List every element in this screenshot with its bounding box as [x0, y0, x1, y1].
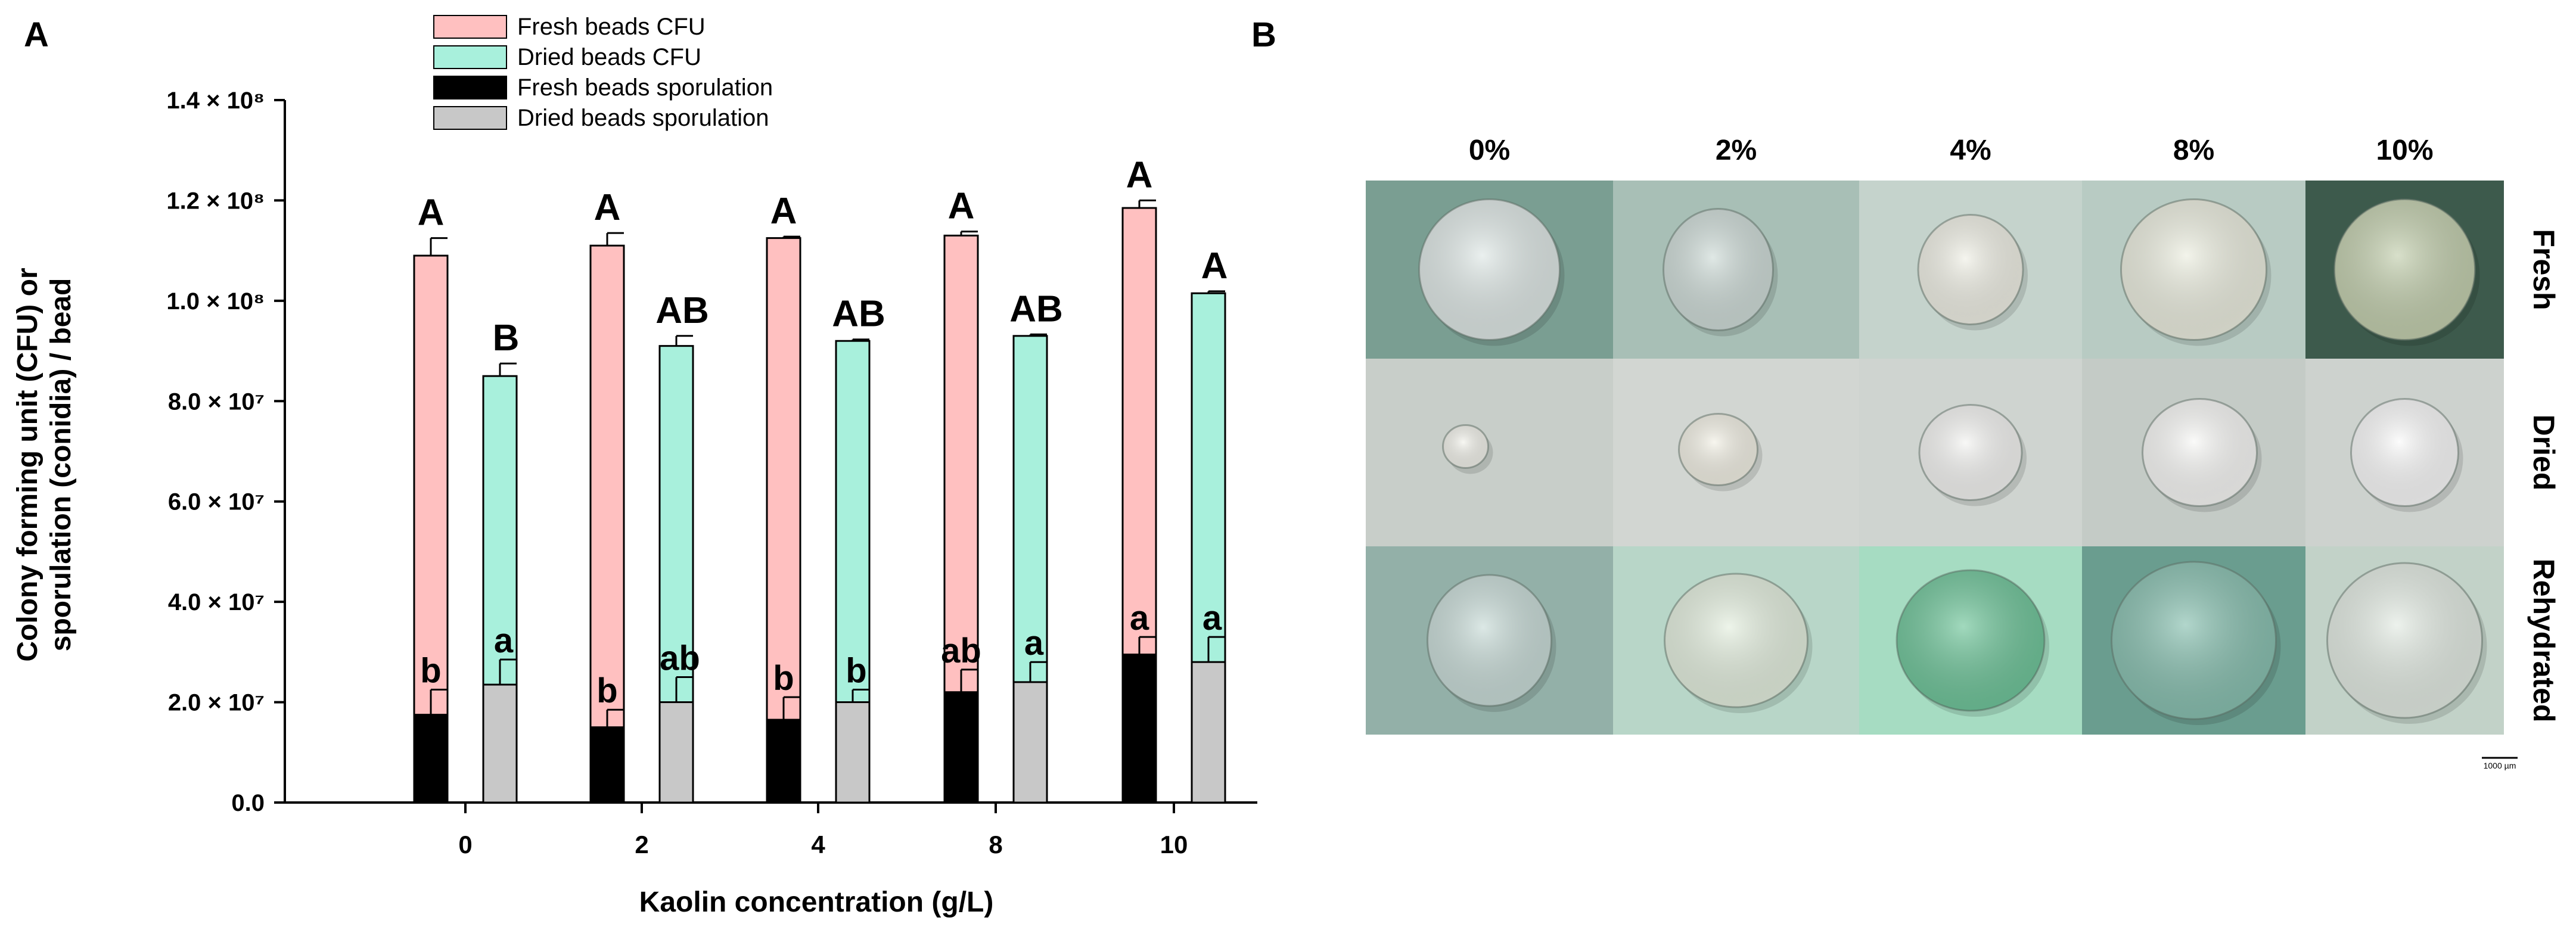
panel-b-label: B [1251, 15, 1276, 54]
photo-row-label: Rehydrated [2527, 558, 2561, 722]
bead-shading [2334, 199, 2475, 340]
legend-label: Dried beads sporulation [517, 105, 769, 131]
photo-column-labels: 0% 2% 4% 8% 10% [1469, 135, 2434, 166]
bead-photo-grid [1366, 181, 2504, 735]
bead-shading [2351, 399, 2459, 506]
sig-letter-dried-cfu: B [493, 318, 520, 359]
panel-a-label: A [24, 15, 49, 54]
bead-shading [2142, 399, 2257, 506]
y-tick-label: 8.0 × 10⁷ [168, 388, 265, 415]
bead-shading [1419, 199, 1560, 340]
x-ticks: 0 2 4 8 10 [458, 803, 1188, 859]
legend-label: Fresh beads CFU [517, 14, 706, 40]
bead-shading [1897, 570, 2044, 711]
photo-column-label: 10% [2376, 135, 2433, 166]
sig-letter-dried-sporulation: b [846, 652, 866, 691]
sig-letter-fresh-cfu: A [418, 192, 445, 234]
legend: Fresh beads CFU Dried beads CFU Fresh bead… [433, 14, 773, 131]
bar-dried-sporulation [1191, 661, 1226, 804]
photo-column-label: 8% [2173, 135, 2214, 166]
bead-shading [2121, 199, 2267, 340]
sig-letter-dried-cfu: AB [1009, 288, 1063, 329]
y-tick-label: 6.0 × 10⁷ [168, 489, 265, 515]
bead-shading [1443, 425, 1489, 468]
sig-letter-dried-sporulation: a [494, 621, 514, 660]
bar-dried-sporulation [835, 701, 871, 804]
bead-shading [1664, 574, 1808, 707]
y-axis: 0.0 2.0 × 10⁷ 4.0 × 10⁷ 6.0 × 10⁷ 8.0 × 10⁷ 1… [166, 88, 286, 816]
y-tick-label: 2.0 × 10⁷ [168, 690, 265, 716]
sig-letter-dried-sporulation: a [1024, 624, 1044, 663]
photo-cell-dried-0 [1366, 359, 1613, 546]
bar-dried-sporulation [658, 701, 694, 804]
sig-letter-fresh-cfu: A [594, 187, 621, 228]
sig-letter-fresh-sporulation: ab [941, 632, 981, 670]
y-axis-title-line1: Colony forming unit (CFU) or [12, 268, 43, 661]
photo-column-label: 4% [1950, 135, 1991, 166]
bar-fresh-sporulation [589, 726, 625, 804]
sig-letter-fresh-cfu: A [948, 186, 975, 227]
sig-letter-dried-sporulation: a [1202, 599, 1222, 637]
y-axis-title-line2: sporulation (conidia) / bead [45, 278, 77, 652]
bar-fresh-sporulation [766, 719, 801, 804]
bead-shading [1663, 209, 1773, 331]
sig-letter-dried-cfu: AB [832, 294, 885, 335]
x-axis: 0 2 4 8 10 [285, 801, 1257, 859]
photo-column-label: 2% [1716, 135, 1757, 166]
sig-letter-fresh-cfu: A [1126, 154, 1153, 195]
photo-row-label: Dried [2527, 415, 2561, 491]
sig-letter-fresh-cfu: A [770, 191, 797, 232]
photo-row-labels: Fresh Dried Rehydrated [2527, 229, 2561, 722]
x-tick-label: 0 [458, 831, 472, 859]
scale-bar: 1000 µm [2482, 757, 2518, 770]
y-tick-label: 1.2 × 10⁸ [166, 188, 265, 214]
bead-shading [1679, 413, 1758, 486]
legend-swatch [433, 15, 507, 39]
legend-swatch [433, 76, 507, 99]
legend-label: Dried beads CFU [517, 44, 701, 70]
sig-letter-fresh-sporulation: b [773, 659, 794, 698]
sig-letter-dried-cfu: AB [655, 290, 709, 331]
x-tick-label: 2 [635, 831, 648, 859]
bar-fresh-sporulation [413, 714, 449, 804]
bead-shading [2111, 562, 2276, 719]
y-tick-label: 4.0 × 10⁷ [168, 589, 265, 615]
bead-shading [1427, 575, 1552, 706]
scale-bar-label: 1000 µm [2484, 761, 2516, 770]
legend-label: Fresh beads sporulation [517, 74, 773, 101]
sig-letter-dried-cfu: A [1201, 245, 1228, 287]
sig-letter-fresh-sporulation: b [420, 652, 441, 691]
x-tick-label: 10 [1160, 831, 1188, 859]
bar-dried-sporulation [482, 683, 518, 804]
bar-fresh-sporulation [943, 691, 979, 804]
bar-dried-sporulation [1012, 681, 1048, 804]
y-tick-label: 1.0 × 10⁸ [166, 288, 265, 315]
y-tick-label: 0.0 [231, 790, 265, 816]
legend-swatch [433, 45, 507, 69]
x-axis-title: Kaolin concentration (g/L) [639, 887, 994, 918]
bars [413, 199, 1226, 804]
bead-shading [1919, 405, 2022, 500]
x-tick-label: 8 [989, 831, 1002, 859]
y-ticks: 0.0 2.0 × 10⁷ 4.0 × 10⁷ 6.0 × 10⁷ 8.0 × 10⁷ 1… [166, 88, 285, 816]
sig-letter-dried-sporulation: ab [660, 639, 700, 677]
photo-row-label: Fresh [2527, 229, 2561, 310]
sig-letter-fresh-sporulation: b [596, 671, 617, 710]
x-tick-label: 4 [811, 831, 825, 859]
bead-shading [1918, 214, 2023, 325]
bar-fresh-sporulation [1121, 654, 1157, 804]
bar-chart: Fresh beads CFU Dried beads CFU Fresh bead… [12, 14, 1257, 918]
bead-shading [2327, 563, 2482, 718]
y-tick-label: 1.4 × 10⁸ [166, 88, 265, 114]
legend-swatch [433, 106, 507, 130]
sig-letter-fresh-sporulation: a [1130, 599, 1149, 637]
photo-column-label: 0% [1469, 135, 1510, 166]
